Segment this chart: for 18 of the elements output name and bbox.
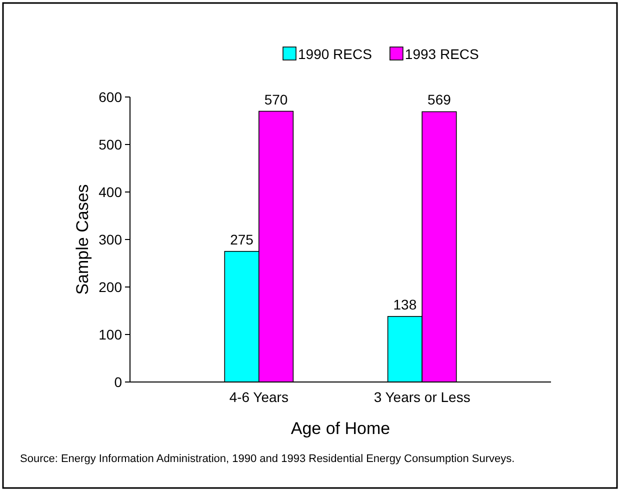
data-label: 275 [230, 231, 254, 248]
data-label: 138 [393, 296, 417, 312]
source-note: Source: Energy Information Administration, 1990 and 1993 Residential Energy Consumption Surveys. [20, 453, 515, 465]
data-label: 569 [428, 92, 452, 108]
legend-label: 1993 RECS [404, 46, 479, 62]
x-tick-label: 3 Years or Less [374, 389, 470, 405]
x-axis-title: Age of Home [290, 419, 390, 438]
y-tick-label: 300 [98, 232, 122, 248]
y-axis-title: Sample Cases [73, 184, 92, 295]
y-tick-label: 100 [98, 326, 122, 342]
y-tick-label: 0 [114, 374, 122, 390]
y-tick-label: 200 [98, 279, 122, 295]
x-tick-label: 4-6 Years [229, 389, 288, 405]
data-label: 570 [264, 91, 288, 108]
legend-label: 1990 RECS [298, 46, 372, 62]
y-tick-label: 500 [98, 136, 122, 152]
y-tick-label: 600 [98, 89, 122, 105]
y-tick-label: 400 [98, 184, 122, 200]
